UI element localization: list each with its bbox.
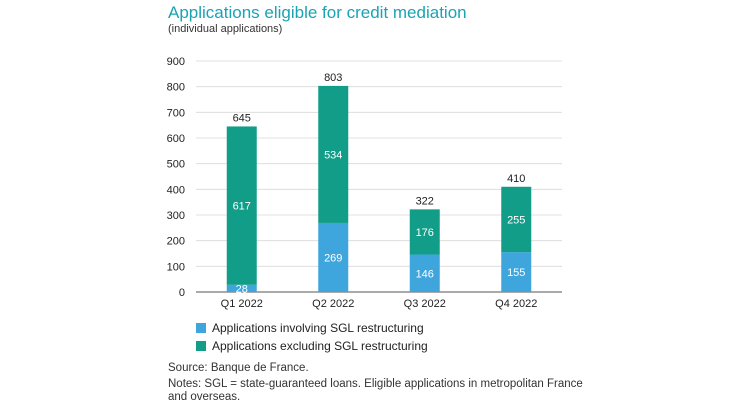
total-label: 410	[507, 173, 525, 185]
legend-label-sgl: Applications involving SGL restructuring	[212, 321, 424, 335]
bar-segment	[501, 186, 532, 253]
data-label: 155	[507, 267, 525, 279]
source-note: Source: Banque de France.	[168, 362, 309, 374]
y-tick-label: 300	[167, 210, 185, 222]
chart-subtitle: (individual applications)	[168, 23, 283, 35]
y-tick-label: 200	[167, 236, 185, 248]
total-label: 645	[233, 112, 251, 124]
legend-label-non-sgl: Applications excluding SGL restructuring	[212, 339, 428, 353]
data-label: 269	[324, 252, 342, 264]
legend-item-non-sgl: Applications excluding SGL restructuring	[196, 337, 428, 355]
y-tick-label: 0	[179, 287, 185, 299]
x-tick-label: Q1 2022	[221, 298, 263, 310]
y-tick-label: 900	[167, 56, 185, 68]
legend-swatch-non-sgl	[196, 341, 206, 351]
data-label: 534	[324, 149, 342, 161]
bar-segment	[226, 284, 257, 292]
data-label: 28	[236, 283, 248, 295]
chart-legend: Applications involving SGL restructuring…	[196, 319, 428, 355]
y-tick-label: 600	[167, 133, 185, 145]
bar-segment	[318, 222, 349, 292]
y-tick-label: 700	[167, 107, 185, 119]
bar-segment	[226, 126, 257, 285]
chart-title: Applications eligible for credit mediati…	[168, 3, 467, 22]
x-tick-label: Q3 2022	[404, 298, 446, 310]
legend-swatch-sgl	[196, 323, 206, 333]
y-tick-label: 800	[167, 82, 185, 94]
total-label: 803	[324, 72, 342, 84]
total-label: 322	[416, 195, 434, 207]
y-tick-label: 500	[167, 159, 185, 171]
legend-item-sgl: Applications involving SGL restructuring	[196, 319, 428, 337]
data-label: 146	[416, 268, 434, 280]
x-tick-label: Q4 2022	[495, 298, 537, 310]
x-tick-label: Q2 2022	[312, 298, 354, 310]
bar-segment	[409, 254, 440, 292]
data-label: 617	[233, 201, 251, 213]
bar-segment	[318, 85, 349, 223]
data-label: 176	[416, 227, 434, 239]
footnote: Notes: SGL = state-guaranteed loans. Eli…	[168, 378, 583, 403]
data-label: 255	[507, 214, 525, 226]
bar-segment	[409, 209, 440, 255]
bar-segment	[501, 252, 532, 292]
y-tick-label: 400	[167, 184, 185, 196]
y-tick-label: 100	[167, 261, 185, 273]
